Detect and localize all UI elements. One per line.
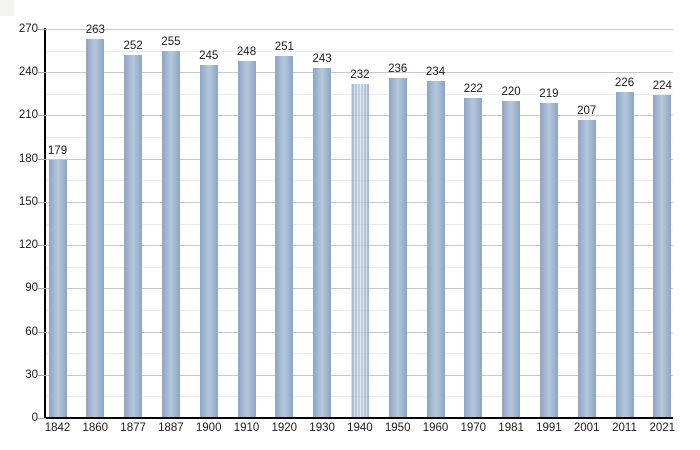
bar: [464, 98, 483, 418]
bar: [275, 56, 294, 418]
bar: [161, 50, 180, 418]
y-axis-tick: [38, 29, 46, 30]
y-axis-label: 120: [18, 239, 38, 252]
x-axis-label: 1887: [158, 422, 184, 434]
x-axis-label: 1842: [44, 422, 71, 434]
x-axis-label: 1950: [384, 422, 411, 434]
x-axis-label: 1970: [460, 422, 487, 434]
bar: [48, 160, 67, 418]
screenshot-corner-artifact: [0, 0, 14, 16]
x-axis-label: 2001: [573, 422, 600, 434]
plot-area: 179 263 252 255 245 248 251 243 232 236 234 222 220 2…: [46, 24, 673, 418]
y-axis-tick: [38, 72, 46, 74]
bar: [124, 54, 143, 418]
bar-value-label: 232: [350, 68, 370, 81]
y-axis-label: 240: [18, 66, 38, 79]
bar: [388, 78, 407, 418]
x-axis-label: 1910: [233, 422, 260, 434]
bar: [502, 101, 521, 418]
bar: [539, 102, 558, 418]
y-axis-label: 60: [25, 325, 38, 338]
bar-value-label: 224: [652, 80, 672, 93]
bar-value-label: 243: [312, 52, 332, 65]
gridline-major: [46, 29, 673, 30]
y-axis-label: 150: [18, 195, 38, 208]
bar-value-label: 219: [539, 87, 559, 100]
bar-value-label: 245: [199, 50, 219, 62]
x-axis-label: 1900: [195, 422, 222, 434]
bar-value-label: 263: [85, 24, 105, 37]
y-axis-tick: [38, 201, 46, 203]
y-axis-tick: [38, 115, 46, 117]
x-axis-label: 2011: [612, 422, 637, 434]
y-axis-label: 30: [25, 368, 38, 381]
bar-value-label: 179: [47, 145, 68, 158]
bar-value-label: 252: [123, 39, 143, 52]
y-axis-label: 90: [25, 282, 38, 295]
y-axis-tick: [38, 374, 46, 376]
y-axis-tick: [38, 288, 46, 290]
x-axis-label: 1877: [120, 422, 146, 434]
bar: [237, 60, 256, 418]
gridline-minor: [46, 50, 673, 52]
bar-value-label: 236: [388, 63, 408, 75]
y-axis-tick: [38, 158, 46, 160]
bar: [615, 92, 634, 418]
x-axis-label: 1860: [82, 422, 109, 434]
x-axis-label: 1981: [498, 422, 524, 434]
bar-value-label: 222: [463, 83, 483, 96]
gridline-major: [46, 72, 673, 74]
bar-value-label: 207: [577, 104, 597, 117]
bar: [577, 119, 596, 418]
y-axis-label: 0: [31, 412, 38, 424]
x-axis-label: 1920: [271, 422, 298, 434]
y-axis-tick: [38, 331, 46, 333]
bar-value-label: 220: [501, 86, 521, 98]
y-axis-tick: [38, 245, 46, 247]
bar-value-label: 226: [614, 77, 635, 90]
bar-value-label: 234: [425, 65, 446, 78]
x-axis-label: 1960: [422, 422, 449, 434]
x-axis-label: 1930: [309, 422, 335, 434]
bar-value-label: 251: [274, 41, 294, 54]
bar: [653, 95, 672, 418]
x-axis-label: 1991: [536, 422, 562, 434]
bar: [86, 39, 105, 418]
x-axis-line: [44, 417, 673, 419]
bar: [426, 80, 445, 418]
bar: [199, 65, 218, 418]
y-axis-tick: [38, 418, 46, 419]
bar-estimated: [350, 83, 369, 418]
y-axis-line: [44, 28, 46, 419]
bar-value-label: 248: [236, 45, 257, 58]
bar: [313, 67, 332, 418]
x-axis-label: 1940: [347, 422, 373, 434]
y-axis-label: 270: [18, 23, 38, 35]
y-axis-label: 210: [18, 109, 38, 122]
x-axis-label: 2021: [649, 422, 676, 434]
bar-value-label: 255: [161, 35, 181, 48]
y-axis-label: 180: [18, 152, 38, 165]
